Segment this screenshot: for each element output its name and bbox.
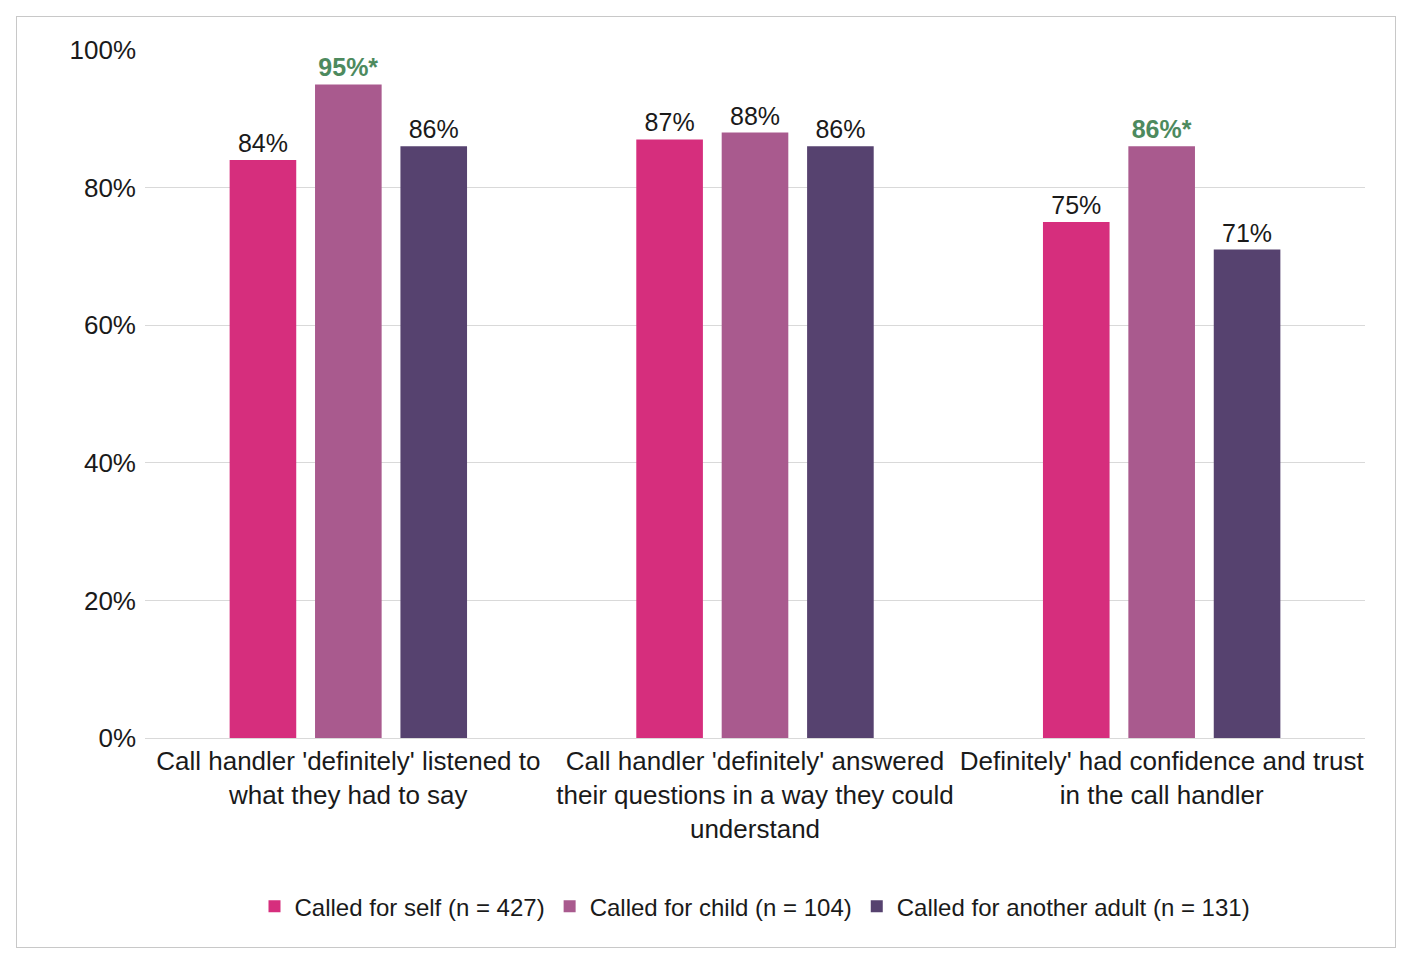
svg-text:20%: 20% bbox=[84, 586, 136, 616]
svg-text:75%: 75% bbox=[1051, 191, 1101, 219]
svg-text:Called for self (n = 427): Called for self (n = 427) bbox=[295, 894, 545, 921]
svg-text:0%: 0% bbox=[98, 723, 136, 753]
svg-text:71%: 71% bbox=[1222, 219, 1272, 247]
svg-text:100%: 100% bbox=[70, 35, 137, 65]
svg-text:84%: 84% bbox=[238, 129, 288, 157]
svg-text:88%: 88% bbox=[730, 102, 780, 130]
svg-text:Call handler 'definitely' list: Call handler 'definitely' listened towha… bbox=[156, 746, 540, 810]
svg-text:80%: 80% bbox=[84, 173, 136, 203]
svg-text:Called for child (n = 104): Called for child (n = 104) bbox=[590, 894, 852, 921]
svg-text:95%*: 95%* bbox=[318, 53, 378, 81]
svg-text:86%: 86% bbox=[815, 115, 865, 143]
svg-text:40%: 40% bbox=[84, 448, 136, 478]
svg-text:Definitely' had confidence and: Definitely' had confidence and trustin t… bbox=[960, 746, 1365, 810]
svg-text:60%: 60% bbox=[84, 310, 136, 340]
svg-text:86%: 86% bbox=[409, 115, 459, 143]
svg-text:Called for another adult (n =: Called for another adult (n = 131) bbox=[897, 894, 1250, 921]
svg-text:86%*: 86%* bbox=[1132, 115, 1192, 143]
svg-text:87%: 87% bbox=[645, 108, 695, 136]
svg-text:Call handler 'definitely' answ: Call handler 'definitely' answeredtheir … bbox=[556, 746, 953, 844]
